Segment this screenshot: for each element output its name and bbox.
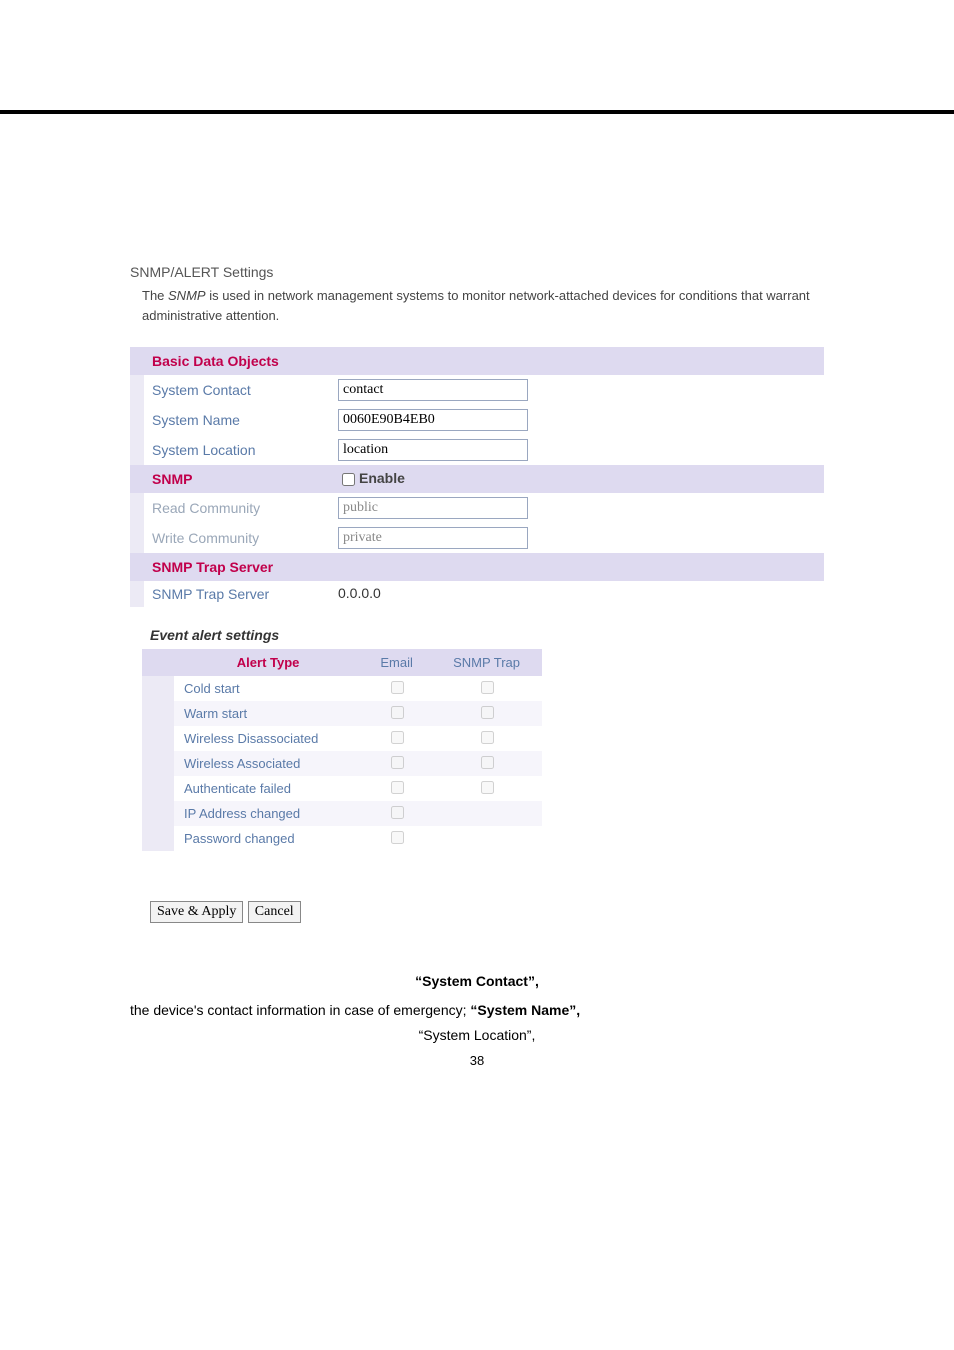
body-text-2: “System Location”, [130,1027,824,1043]
alert-snmp-cell [431,676,542,701]
figure-quote: “System Contact”, [415,973,539,989]
system-location-input[interactable] [338,439,528,461]
settings-title: SNMP/ALERT Settings [130,264,824,280]
alert-snmp-checkbox[interactable] [481,706,494,719]
row-strip [130,405,144,435]
body-pre: the device's contact information in case… [130,1002,470,1018]
alert-snmp-cell [431,801,542,826]
cancel-button[interactable]: Cancel [248,901,301,923]
alert-snmp-cell [431,826,542,851]
row-strip [142,701,174,726]
alert-row-label: Wireless Associated [174,751,362,776]
alert-row: IP Address changed [142,801,542,826]
alert-row-label: IP Address changed [174,801,362,826]
alert-row: Warm start [142,701,542,726]
alert-email-checkbox[interactable] [391,806,404,819]
label-read-community: Read Community [144,493,330,523]
trap-server-value: 0.0.0.0 [338,585,381,601]
label-trap-server: SNMP Trap Server [144,581,330,607]
alert-email-checkbox[interactable] [391,831,404,844]
intro-pre: The [142,288,168,303]
save-apply-button[interactable]: Save & Apply [150,901,243,923]
alert-email-cell [362,676,431,701]
section-strip [130,347,144,375]
event-alert-table: Alert Type Email SNMP Trap Cold startWar… [142,649,542,851]
page-number: 38 [130,1053,824,1068]
alert-row: Authenticate failed [142,776,542,801]
snmp-enable-label[interactable]: Enable [338,470,405,486]
alert-email-checkbox[interactable] [391,706,404,719]
alert-snmp-cell [431,701,542,726]
row-strip [130,435,144,465]
row-strip [142,726,174,751]
enable-text: Enable [359,470,405,486]
alert-email-checkbox[interactable] [391,756,404,769]
figure-caption-line: “System Contact”, [130,973,824,989]
section-strip [142,649,174,676]
alert-row: Cold start [142,676,542,701]
alert-row-label: Wireless Disassociated [174,726,362,751]
header-rule [0,0,954,114]
alert-row-label: Cold start [174,676,362,701]
row-strip [130,493,144,523]
alert-email-cell [362,826,431,851]
section-title-trap: SNMP Trap Server [144,553,824,581]
row-strip [130,375,144,405]
alert-email-cell [362,751,431,776]
alert-email-cell [362,726,431,751]
alert-email-cell [362,701,431,726]
alert-email-cell [362,776,431,801]
basic-data-panel: Basic Data Objects System Contact System… [130,347,824,607]
row-strip [142,776,174,801]
alert-snmp-checkbox[interactable] [481,731,494,744]
alert-snmp-cell [431,776,542,801]
row-strip [142,826,174,851]
label-write-community: Write Community [144,523,330,553]
intro-text: The SNMP is used in network management s… [130,286,824,325]
th-alert-type: Alert Type [174,649,362,676]
alert-row-label: Password changed [174,826,362,851]
section-title-snmp: SNMP [144,465,330,493]
alert-row: Wireless Disassociated [142,726,542,751]
body-q1: “System Name”, [470,1002,580,1018]
alert-email-checkbox[interactable] [391,681,404,694]
alert-snmp-cell [431,726,542,751]
alert-email-checkbox[interactable] [391,781,404,794]
body-q2: “System Location”, [419,1027,536,1043]
snmp-enable-checkbox[interactable] [342,473,355,486]
row-strip [142,676,174,701]
intro-post: is used in network management systems to… [142,288,810,323]
alert-row: Password changed [142,826,542,851]
alert-snmp-cell [431,751,542,776]
section-strip [130,465,144,493]
label-system-location: System Location [144,435,330,465]
alert-row: Wireless Associated [142,751,542,776]
write-community-input [338,527,528,549]
system-contact-input[interactable] [338,379,528,401]
section-strip [130,553,144,581]
label-system-contact: System Contact [144,375,330,405]
alert-snmp-checkbox[interactable] [481,781,494,794]
section-title-basic: Basic Data Objects [144,347,824,375]
alert-snmp-checkbox[interactable] [481,681,494,694]
intro-em: SNMP [168,288,206,303]
row-strip [130,581,144,607]
row-strip [142,751,174,776]
row-strip [142,801,174,826]
event-alert-heading: Event alert settings [150,627,824,643]
row-strip [130,523,144,553]
label-system-name: System Name [144,405,330,435]
alert-row-label: Authenticate failed [174,776,362,801]
system-name-input[interactable] [338,409,528,431]
body-text: the device's contact information in case… [130,999,824,1021]
read-community-input [338,497,528,519]
alert-row-label: Warm start [174,701,362,726]
th-email: Email [362,649,431,676]
alert-snmp-checkbox[interactable] [481,756,494,769]
alert-email-cell [362,801,431,826]
alert-email-checkbox[interactable] [391,731,404,744]
th-snmp: SNMP Trap [431,649,542,676]
